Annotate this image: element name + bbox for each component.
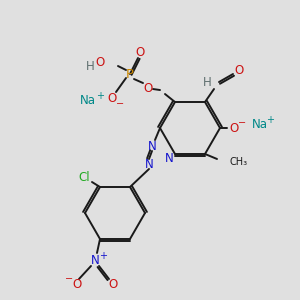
Text: +: +	[99, 251, 107, 261]
Text: O: O	[95, 56, 105, 68]
Text: −: −	[238, 118, 246, 128]
Text: O: O	[135, 46, 145, 59]
Text: N: N	[91, 254, 99, 268]
Text: O: O	[107, 92, 117, 104]
Text: O: O	[143, 82, 153, 94]
Text: O: O	[230, 122, 238, 134]
Text: Na: Na	[80, 94, 96, 106]
Text: N: N	[148, 140, 156, 152]
Text: N: N	[145, 158, 153, 172]
Text: +: +	[266, 115, 274, 125]
Text: O: O	[108, 278, 118, 292]
Text: −: −	[65, 274, 73, 284]
Text: CH₃: CH₃	[229, 157, 247, 167]
Text: Na: Na	[252, 118, 268, 130]
Text: P: P	[126, 68, 134, 80]
Text: O: O	[234, 64, 244, 76]
Text: H: H	[85, 59, 94, 73]
Text: H: H	[202, 76, 211, 88]
Text: N: N	[165, 152, 173, 166]
Text: −: −	[116, 99, 124, 109]
Text: Cl: Cl	[78, 170, 90, 184]
Text: O: O	[72, 278, 82, 292]
Text: +: +	[96, 91, 104, 101]
